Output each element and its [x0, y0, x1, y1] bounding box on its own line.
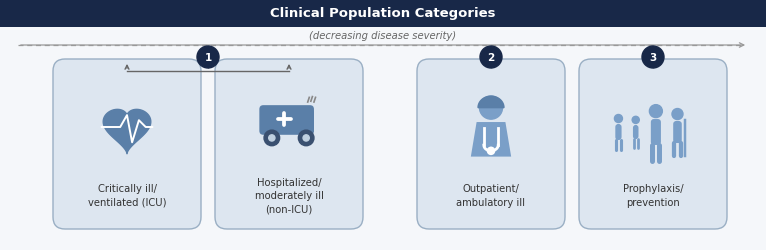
- Circle shape: [480, 97, 502, 120]
- Text: Critically ill/
ventilated (ICU): Critically ill/ ventilated (ICU): [88, 184, 166, 207]
- Text: 3: 3: [650, 53, 656, 63]
- Polygon shape: [471, 122, 511, 157]
- FancyBboxPatch shape: [579, 60, 727, 229]
- FancyBboxPatch shape: [215, 60, 363, 229]
- FancyBboxPatch shape: [53, 60, 201, 229]
- FancyBboxPatch shape: [417, 60, 565, 229]
- Text: Outpatient/
ambulatory ill: Outpatient/ ambulatory ill: [457, 184, 525, 207]
- FancyBboxPatch shape: [296, 110, 314, 134]
- Text: (decreasing disease severity): (decreasing disease severity): [309, 31, 457, 41]
- Circle shape: [632, 117, 640, 124]
- Circle shape: [487, 148, 495, 155]
- Circle shape: [614, 115, 623, 123]
- Text: 1: 1: [205, 53, 211, 63]
- Circle shape: [299, 130, 314, 146]
- Text: Hospitalized/
moderately ill
(non-ICU): Hospitalized/ moderately ill (non-ICU): [254, 177, 323, 213]
- Circle shape: [672, 109, 683, 120]
- Text: Prophylaxis/
prevention: Prophylaxis/ prevention: [623, 184, 683, 207]
- Circle shape: [269, 135, 275, 141]
- Circle shape: [642, 47, 664, 69]
- Polygon shape: [103, 110, 151, 154]
- Text: 2: 2: [487, 53, 495, 63]
- FancyBboxPatch shape: [0, 0, 766, 28]
- Polygon shape: [478, 97, 504, 108]
- FancyBboxPatch shape: [673, 122, 682, 144]
- FancyBboxPatch shape: [633, 125, 639, 140]
- FancyBboxPatch shape: [260, 106, 314, 135]
- Circle shape: [303, 135, 309, 141]
- FancyBboxPatch shape: [651, 120, 661, 146]
- Circle shape: [264, 130, 280, 146]
- Circle shape: [650, 105, 663, 118]
- Text: Clinical Population Categories: Clinical Population Categories: [270, 8, 496, 20]
- Circle shape: [197, 47, 219, 69]
- FancyBboxPatch shape: [615, 124, 621, 140]
- Circle shape: [480, 47, 502, 69]
